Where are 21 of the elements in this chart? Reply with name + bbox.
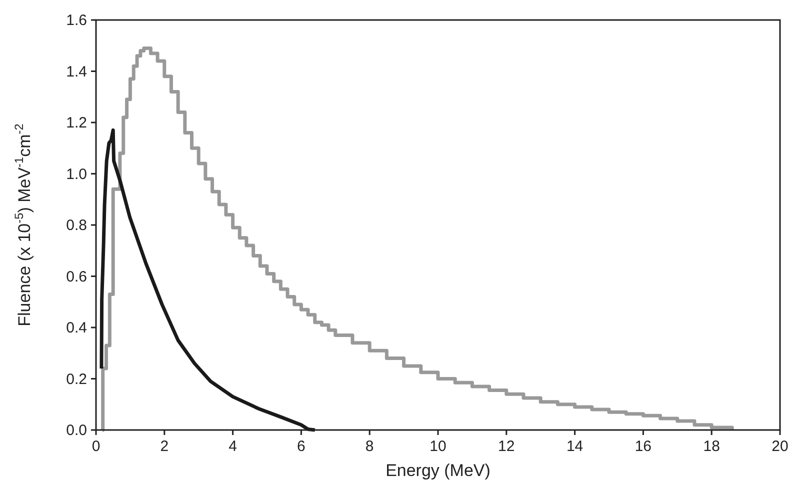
y-tick-label: 0.0 (66, 422, 87, 439)
y-tick-label: 0.2 (66, 370, 87, 388)
x-tick-label: 4 (228, 438, 237, 455)
y-tick-label: 1.2 (66, 114, 87, 132)
x-tick-label: 8 (365, 438, 374, 455)
x-tick-label: 16 (634, 438, 652, 455)
y-tick-label: 0.6 (66, 268, 87, 286)
y-tick-label: 1.0 (66, 166, 87, 183)
x-tick-label: 12 (498, 438, 515, 455)
x-tick-label: 2 (160, 438, 169, 455)
y-tick-label: 0.8 (66, 217, 87, 234)
x-tick-label: 10 (430, 438, 446, 455)
x-tick-label: 20 (772, 438, 788, 455)
x-tick-label: 6 (297, 438, 306, 455)
y-tick-label: 0.4 (66, 320, 87, 336)
y-tick-label: 1.6 (66, 12, 87, 29)
x-tick-label: 18 (703, 438, 720, 455)
y-tick-label: 1.4 (66, 63, 87, 80)
x-axis-title: Energy (MeV) (386, 461, 490, 480)
x-tick-label: 0 (92, 438, 100, 455)
x-tick-label: 14 (566, 438, 584, 455)
